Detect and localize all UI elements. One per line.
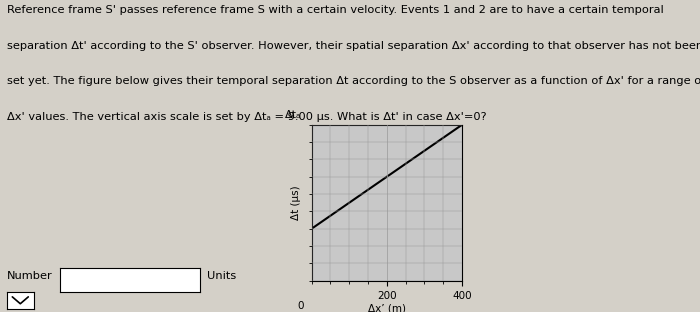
- Y-axis label: Δt (μs): Δt (μs): [291, 186, 301, 220]
- Text: set yet. The figure below gives their temporal separation Δt according to the S : set yet. The figure below gives their te…: [7, 76, 700, 86]
- Text: Reference frame S' passes reference frame S with a certain velocity. Events 1 an: Reference frame S' passes reference fram…: [7, 5, 664, 15]
- Text: separation Δt' according to the S' observer. However, their spatial separation Δ: separation Δt' according to the S' obser…: [7, 41, 700, 51]
- Text: 0: 0: [298, 301, 304, 311]
- Text: Δx' values. The vertical axis scale is set by Δtₐ = 9.00 μs. What is Δt' in case: Δx' values. The vertical axis scale is s…: [7, 112, 486, 122]
- Text: Δtₐ: Δtₐ: [286, 110, 302, 120]
- X-axis label: Δx’ (m): Δx’ (m): [368, 303, 406, 312]
- Text: Number: Number: [7, 271, 52, 281]
- Text: Units: Units: [206, 271, 236, 281]
